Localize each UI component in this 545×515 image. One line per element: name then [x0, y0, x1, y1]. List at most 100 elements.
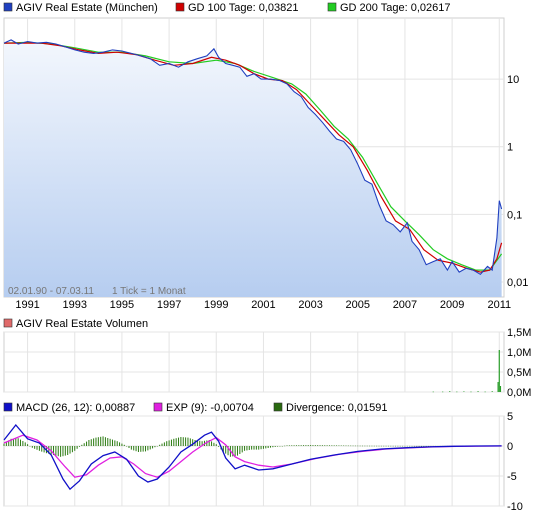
divergence-bar: [20, 439, 22, 446]
divergence-bar: [55, 446, 57, 456]
divergence-bar: [142, 446, 144, 452]
price-line: [3, 39, 503, 276]
divergence-bar: [267, 446, 269, 448]
divergence-bar: [60, 446, 62, 457]
divergence-bar: [277, 446, 279, 447]
divergence-bar: [145, 446, 147, 452]
divergence-bar: [411, 445, 413, 447]
divergence-bar: [241, 446, 243, 453]
divergence-bar: [234, 446, 236, 456]
price-x-tick-label: 1997: [157, 299, 181, 311]
divergence-bar: [251, 446, 253, 450]
macd-y-tick-label: 5: [507, 411, 513, 423]
volume-y-tick-label: 1,0M: [507, 347, 531, 359]
divergence-bar: [173, 438, 175, 446]
divergence-bar: [227, 446, 229, 456]
volume-bar: [499, 386, 502, 392]
divergence-bar: [53, 446, 55, 455]
volume-bar: [498, 350, 500, 392]
divergence-bar: [126, 446, 128, 447]
divergence-bar: [166, 441, 168, 446]
divergence-bar: [175, 438, 177, 446]
divergence-bar: [397, 445, 399, 447]
divergence-bar: [262, 446, 264, 449]
divergence-bar: [95, 437, 97, 446]
legend-swatch: [3, 318, 13, 328]
divergence-bar: [395, 445, 397, 447]
divergence-bar: [225, 446, 227, 454]
divergence-bar: [187, 437, 189, 446]
divergence-bar: [270, 446, 272, 448]
price-x-tick-label: 2001: [251, 299, 275, 311]
divergence-bar: [208, 440, 210, 446]
volume-legend: AGIV Real Estate Volumen: [3, 318, 148, 330]
legend-swatch: [3, 2, 13, 12]
divergence-bar: [236, 446, 238, 456]
divergence-bar: [69, 446, 71, 454]
divergence-bar: [48, 446, 50, 454]
macd-y-tick-label: -10: [507, 501, 523, 513]
divergence-bar: [119, 442, 121, 446]
price-x-tick-label: 2005: [346, 299, 370, 311]
divergence-bar: [93, 438, 95, 446]
divergence-bar: [189, 438, 191, 446]
divergence-bar: [135, 446, 137, 452]
divergence-bar: [383, 445, 385, 447]
divergence-bar: [272, 446, 274, 448]
divergence-bar: [300, 445, 302, 446]
divergence-bar: [369, 445, 371, 447]
divergence-bar: [140, 446, 142, 452]
divergence-bar: [38, 446, 40, 451]
volume-bar: [463, 391, 465, 392]
divergence-bar: [319, 445, 321, 446]
divergence-bar: [88, 440, 90, 446]
divergence-bar: [218, 446, 220, 447]
divergence-bar: [288, 445, 290, 446]
divergence-bar: [12, 438, 14, 446]
divergence-bar: [340, 445, 342, 446]
divergence-bar: [376, 445, 378, 447]
divergence-bar: [71, 446, 73, 453]
divergence-bar: [154, 446, 156, 448]
divergence-bar: [293, 445, 295, 446]
divergence-bar: [260, 446, 262, 450]
divergence-bar: [17, 438, 19, 446]
divergence-bar: [248, 446, 250, 450]
divergence-bar: [338, 445, 340, 446]
tick-label: 1 Tick = 1 Monat: [112, 286, 186, 297]
divergence-bar: [100, 436, 102, 446]
volume-bar: [497, 382, 499, 392]
divergence-bar: [78, 446, 80, 447]
divergence-bar: [130, 446, 132, 450]
divergence-bar: [305, 445, 307, 446]
divergence-bar: [182, 437, 184, 446]
divergence-bar: [387, 445, 389, 447]
divergence-bar: [206, 440, 208, 446]
divergence-bar: [418, 445, 420, 447]
macd-panel: 5 0 -5 -10: [3, 411, 523, 513]
divergence-bar: [137, 446, 139, 452]
divergence-bar: [343, 445, 345, 447]
macd-line: [3, 423, 502, 491]
divergence-bar: [196, 440, 198, 446]
legend-label: EXP (9): -0,00704: [166, 402, 254, 414]
divergence-bar: [314, 445, 316, 446]
divergence-bar: [10, 438, 12, 446]
divergence-bar: [152, 446, 154, 449]
divergence-bar: [347, 445, 349, 447]
divergence-bar: [83, 443, 85, 446]
legend-swatch: [153, 402, 163, 412]
divergence-bar: [331, 445, 333, 446]
divergence-bar: [128, 446, 130, 448]
divergence-bar: [364, 445, 366, 447]
divergence-bar: [284, 445, 286, 447]
date-range-label: 02.01.90 - 07.03.11: [8, 286, 94, 297]
macd-y-tick-label: -5: [507, 471, 517, 483]
volume-bar: [477, 391, 479, 392]
divergence-bar: [5, 442, 7, 446]
price-x-tick-label: 1993: [63, 299, 87, 311]
divergence-bar: [15, 438, 17, 446]
divergence-bar: [133, 446, 135, 451]
legend-label: GD 200 Tage: 0,02617: [340, 2, 451, 14]
